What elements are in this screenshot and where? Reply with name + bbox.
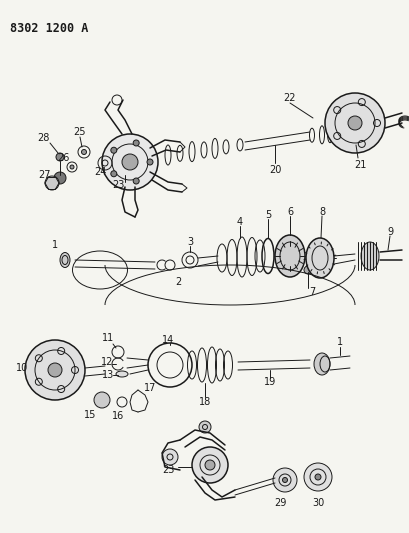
- Circle shape: [191, 447, 227, 483]
- Text: 25: 25: [74, 127, 86, 137]
- Circle shape: [54, 172, 66, 184]
- Ellipse shape: [274, 235, 304, 277]
- Circle shape: [204, 460, 214, 470]
- Circle shape: [133, 178, 139, 184]
- Circle shape: [347, 116, 361, 130]
- Text: 9: 9: [386, 227, 392, 237]
- Circle shape: [303, 266, 311, 274]
- Ellipse shape: [313, 353, 329, 375]
- Text: 18: 18: [198, 397, 211, 407]
- Text: 8: 8: [318, 207, 324, 217]
- Circle shape: [110, 147, 117, 154]
- Text: 2: 2: [175, 277, 181, 287]
- Circle shape: [122, 154, 138, 170]
- Text: 24: 24: [94, 167, 106, 177]
- Text: 29: 29: [273, 498, 285, 508]
- Text: 21: 21: [353, 160, 365, 170]
- Ellipse shape: [116, 371, 128, 377]
- Text: 11: 11: [101, 333, 114, 343]
- Text: 14: 14: [162, 335, 174, 345]
- Text: 15: 15: [83, 410, 96, 420]
- Circle shape: [110, 171, 117, 177]
- Ellipse shape: [60, 253, 70, 268]
- Text: 1: 1: [336, 337, 342, 347]
- Circle shape: [102, 134, 157, 190]
- Text: 6: 6: [286, 207, 292, 217]
- Text: 5: 5: [264, 210, 270, 220]
- Text: 30: 30: [311, 498, 324, 508]
- Circle shape: [70, 165, 74, 169]
- Circle shape: [314, 474, 320, 480]
- Circle shape: [81, 149, 86, 155]
- Circle shape: [45, 176, 59, 190]
- Text: 20: 20: [268, 165, 281, 175]
- Text: 28: 28: [37, 133, 49, 143]
- Ellipse shape: [360, 242, 378, 270]
- Text: 7: 7: [308, 287, 315, 297]
- Circle shape: [94, 392, 110, 408]
- Text: 16: 16: [112, 411, 124, 421]
- Text: 22: 22: [283, 93, 296, 103]
- Text: 23: 23: [112, 180, 124, 190]
- Circle shape: [198, 421, 211, 433]
- Circle shape: [282, 478, 287, 482]
- Circle shape: [303, 463, 331, 491]
- Text: 8302 1200 A: 8302 1200 A: [10, 22, 88, 35]
- Circle shape: [56, 153, 64, 161]
- Text: 27: 27: [39, 170, 51, 180]
- Circle shape: [324, 93, 384, 153]
- Text: 4: 4: [236, 217, 243, 227]
- Circle shape: [25, 340, 85, 400]
- Circle shape: [147, 159, 153, 165]
- Text: 13: 13: [101, 370, 114, 380]
- Ellipse shape: [305, 238, 333, 278]
- Circle shape: [133, 140, 139, 146]
- Circle shape: [48, 363, 62, 377]
- Text: 12: 12: [101, 357, 113, 367]
- Circle shape: [272, 468, 296, 492]
- Text: 1: 1: [52, 240, 58, 250]
- Text: 3: 3: [187, 237, 193, 247]
- Circle shape: [162, 449, 178, 465]
- Text: 26: 26: [57, 153, 69, 163]
- Text: 17: 17: [144, 383, 156, 393]
- Text: 10: 10: [16, 363, 28, 373]
- Text: 19: 19: [263, 377, 275, 387]
- Text: 23: 23: [162, 465, 174, 475]
